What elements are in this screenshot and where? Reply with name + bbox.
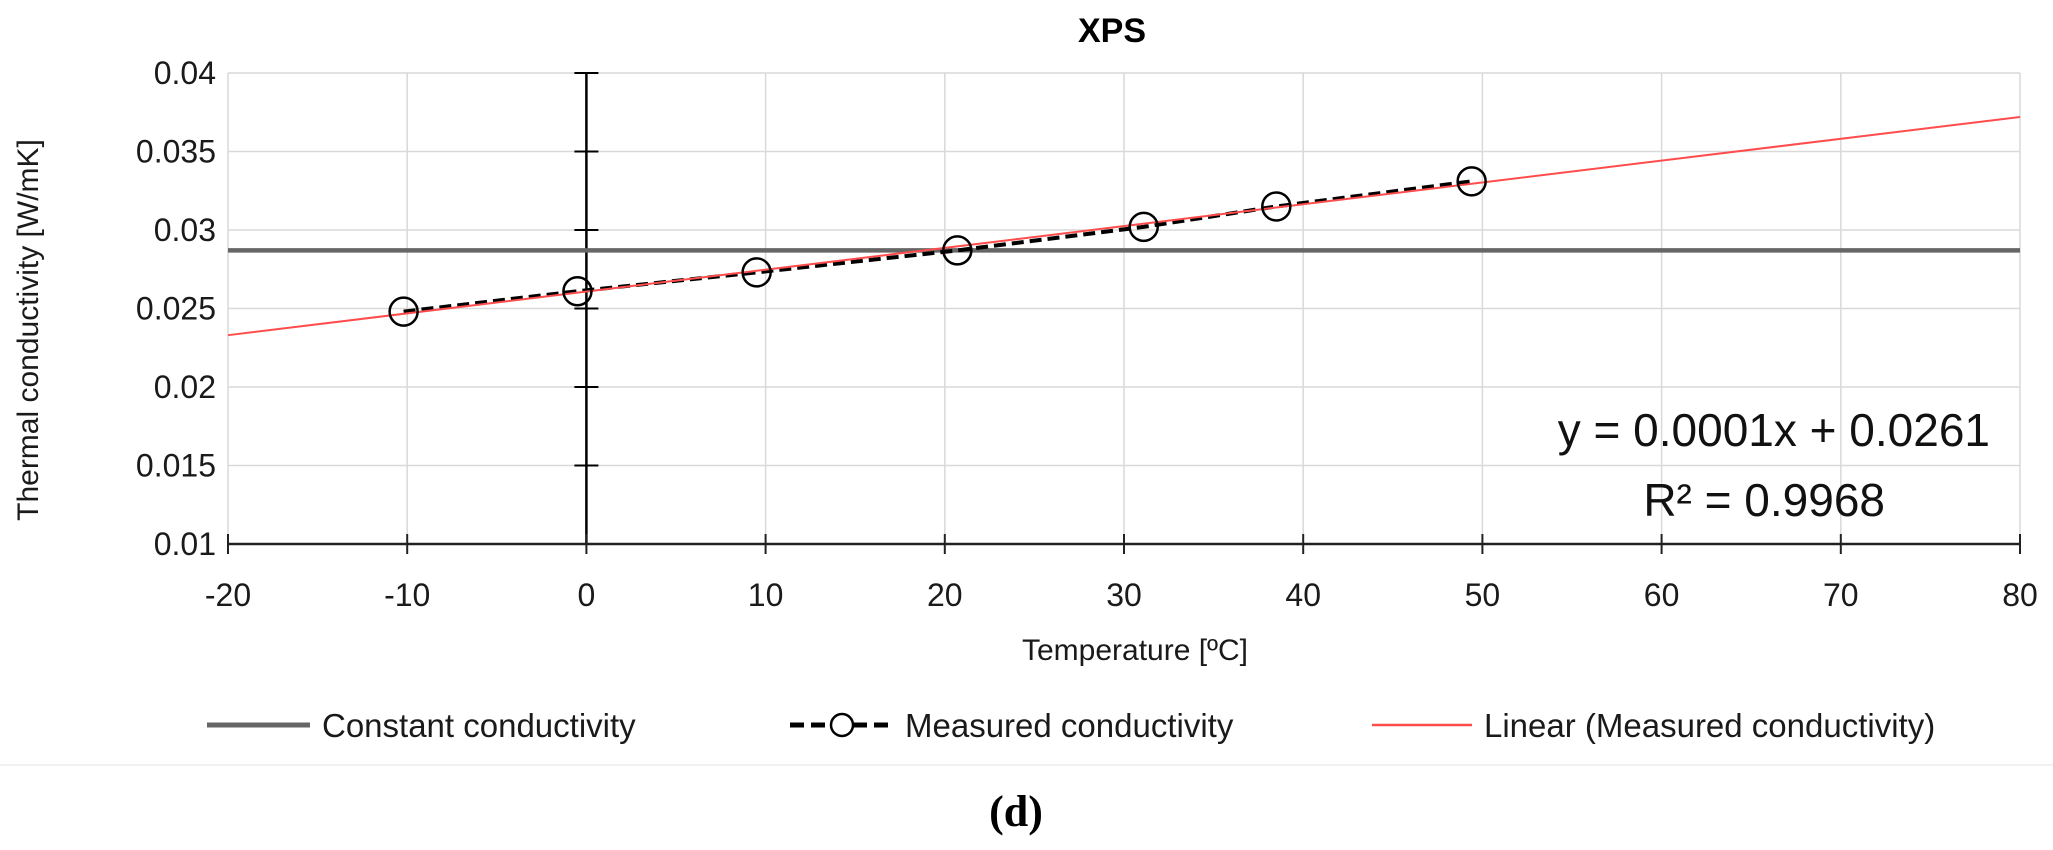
trendline-r-squared: R² = 0.9968 (1643, 474, 1885, 526)
measured-point (942, 235, 973, 266)
y-tick-label: 0.02 (154, 369, 216, 405)
legend-marker-measured (829, 712, 855, 738)
series-linear-trendline (227, 115, 2021, 337)
measured-point (388, 296, 419, 327)
x-tick-label: 70 (1823, 577, 1859, 613)
measured-point (1261, 191, 1292, 222)
legend-label-measured: Measured conductivity (905, 707, 1234, 744)
x-tick-label: 30 (1106, 577, 1142, 613)
x-tick-label: 60 (1644, 577, 1680, 613)
measured-point (562, 275, 593, 307)
x-axis-title: Temperature [ºC] (1022, 634, 1248, 667)
x-tick-label: 0 (578, 577, 596, 613)
axes (227, 534, 2021, 554)
measured-point (1128, 211, 1159, 243)
x-tick-label: -20 (205, 577, 251, 613)
chart-title: XPS (1078, 12, 1146, 50)
x-tick-label: 40 (1285, 577, 1321, 613)
tick-labels: -20 -10 0 10 20 30 40 50 60 70 80 0.01 0.015 0.02 0.02… (136, 55, 2038, 613)
y-tick-label: 0.04 (154, 55, 216, 91)
figure-caption: (d) (989, 787, 1043, 836)
y-axis-title: Thermal conductivity [W/mK] (12, 139, 45, 521)
trendline-equation: y = 0.0001x + 0.0261 (1558, 404, 1990, 456)
legend-label-linear: Linear (Measured conductivity) (1484, 707, 1935, 744)
legend: Constant conductivity Measured conductiv… (207, 707, 1935, 744)
measured-point (1456, 166, 1487, 197)
y-tick-label: 0.035 (136, 134, 216, 170)
series-layer (227, 72, 2021, 544)
x-tick-label: 10 (748, 577, 784, 613)
x-tick-label: 20 (927, 577, 963, 613)
y-tick-label: 0.03 (154, 212, 216, 248)
measured-point (741, 257, 772, 288)
y-tick-label: 0.015 (136, 448, 216, 484)
legend-label-constant: Constant conductivity (322, 707, 636, 744)
x-tick-label: 80 (2002, 577, 2038, 613)
x-tick-label: 50 (1465, 577, 1501, 613)
y-tick-label: 0.025 (136, 291, 216, 327)
x-tick-label: -10 (384, 577, 430, 613)
y-tick-label: 0.01 (154, 526, 216, 562)
